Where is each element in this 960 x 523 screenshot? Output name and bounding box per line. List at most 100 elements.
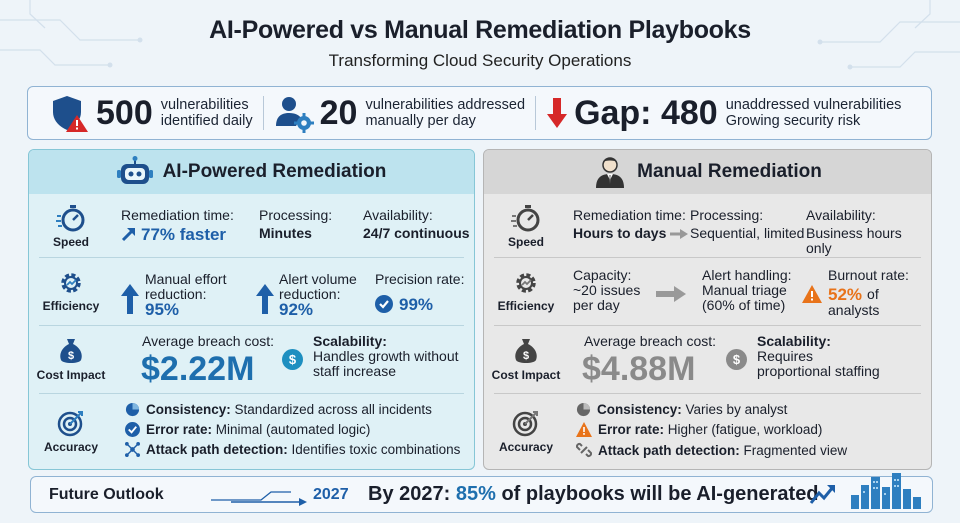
future-outlook-suffix: of playbooks will be AI-generated xyxy=(501,483,819,505)
row-divider xyxy=(39,257,464,258)
stat-desc-line1: vulnerabilities addressed xyxy=(365,97,526,113)
consistency-line: Consistency: Standardized across all inc… xyxy=(125,402,432,417)
stats-bar: 500 vulnerabilities identified daily 20 … xyxy=(27,86,932,140)
manual-effort-label-1: Manual effort xyxy=(145,271,227,287)
user-gear-icon xyxy=(275,97,314,133)
manual-effort-label-2: reduction: xyxy=(145,286,207,302)
burnout-of: of xyxy=(867,285,879,302)
manual-effort-cell: Manual effort reduction: 95% xyxy=(145,271,227,319)
capacity-line2: per day xyxy=(573,297,620,313)
manual-panel-header: Manual Remediation xyxy=(484,150,931,194)
breach-cost-value: $4.88M xyxy=(582,350,696,388)
timeline-arrow-icon xyxy=(211,491,307,506)
breach-cost-label: Average breach cost: xyxy=(142,333,275,349)
stopwatch-icon xyxy=(56,204,85,231)
scalability-line2: proportional staffing xyxy=(757,363,880,379)
ai-panel-title: AI-Powered Remediation xyxy=(162,161,387,182)
future-outlook-year: 2027 xyxy=(313,486,349,503)
attack-path-line: Attack path detection: Identifies toxic … xyxy=(125,442,460,457)
manual-remediation-panel: Manual Remediation Speed Remediation tim… xyxy=(483,149,932,470)
manual-speed-row: Speed Remediation time: Hours to days Pr… xyxy=(484,196,931,256)
stat-identified: 500 vulnerabilities identified daily xyxy=(50,87,253,139)
remediation-time-label: Remediation time: xyxy=(573,207,686,223)
consistency-line: Consistency: Varies by analyst xyxy=(576,402,787,417)
ai-remediation-panel: AI-Powered Remediation Speed Remediation… xyxy=(28,149,475,470)
efficiency-category: Efficiency xyxy=(484,258,568,324)
attack-path-value: Fragmented view xyxy=(743,442,848,458)
category-label: Speed xyxy=(507,234,544,249)
alert-volume-label-1: Alert volume xyxy=(279,271,357,287)
row-divider xyxy=(494,325,921,326)
category-label: Cost Impact xyxy=(491,367,561,382)
stat-desc-line2: manually per day xyxy=(365,113,476,129)
check-circle-icon xyxy=(125,422,140,437)
category-label: Efficiency xyxy=(42,298,100,313)
row-divider xyxy=(39,325,464,326)
alert-volume-value: 92% xyxy=(279,300,314,319)
category-label: Efficiency xyxy=(497,298,555,313)
arrow-down-icon xyxy=(547,98,568,128)
arrow-right-icon xyxy=(670,228,689,239)
capacity-cell: Capacity: ~20 issues per day xyxy=(573,268,640,313)
scalability-cell: Scalability: Requires proportional staff… xyxy=(757,334,880,379)
category-label: Accuracy xyxy=(43,439,99,454)
processing-cell: Processing: Sequential, limited xyxy=(690,208,804,241)
arrow-right-icon xyxy=(656,286,686,302)
stopwatch-icon xyxy=(511,204,540,231)
remediation-time-label: Remediation time: xyxy=(121,207,234,223)
precision-cell: Precision rate: 99% xyxy=(375,272,464,313)
capacity-label: Capacity: xyxy=(573,267,632,283)
scalability-label: Scalability: xyxy=(313,333,387,349)
breach-cost-label: Average breach cost: xyxy=(584,333,717,349)
alert-volume-cell: Alert volume reduction: 92% xyxy=(279,271,357,319)
future-outlook-text: By 2027: 85% of playbooks will be AI-gen… xyxy=(368,483,819,506)
processing-label: Processing: xyxy=(690,207,764,223)
attack-path-line: Attack path detection: Fragmented view xyxy=(576,442,847,458)
error-rate-value: Higher (fatigue, workload) xyxy=(667,422,823,437)
availability-value: Business hours only xyxy=(806,225,902,256)
stat-value: 500 xyxy=(96,93,153,132)
capacity-line1: ~20 issues xyxy=(573,282,641,298)
future-outlook-prefix: By 2027: xyxy=(368,483,451,505)
consistency-value: Varies by analyst xyxy=(685,402,788,417)
page-title: AI-Powered vs Manual Remediation Playboo… xyxy=(209,16,751,44)
future-outlook-highlight: 85% xyxy=(455,483,496,505)
availability-label: Availability: xyxy=(363,207,433,223)
consistency-value: Standardized across all incidents xyxy=(234,402,432,417)
target-icon xyxy=(57,410,83,436)
stat-value: 20 xyxy=(319,93,358,132)
trend-up-icon xyxy=(809,485,835,504)
stat-gap: Gap: 480 unaddressed vulnerabilities Gro… xyxy=(546,87,901,139)
alert-volume-label-2: reduction: xyxy=(279,286,341,302)
cost-category: $ Cost Impact xyxy=(484,326,568,392)
attack-path-label: Attack path detection: xyxy=(146,442,288,457)
alert-handling-line1: Manual triage xyxy=(702,282,787,298)
divider xyxy=(535,96,537,130)
error-rate-line: Error rate: Minimal (automated logic) xyxy=(125,422,370,437)
category-label: Accuracy xyxy=(498,439,554,454)
city-skyline-icon xyxy=(851,473,921,509)
target-icon xyxy=(512,410,538,436)
page-subtitle: Transforming Cloud Security Operations xyxy=(328,51,632,70)
ai-speed-row: Speed Remediation time: 77% faster Proce… xyxy=(29,196,474,256)
businessman-icon xyxy=(596,157,625,188)
ai-panel-header: AI-Powered Remediation xyxy=(29,150,474,194)
efficiency-category: Efficiency xyxy=(29,258,113,324)
warning-triangle-icon xyxy=(576,422,592,437)
money-bag-icon: $ xyxy=(515,338,537,363)
row-divider xyxy=(494,393,921,394)
error-rate-value: Minimal (automated logic) xyxy=(215,422,371,437)
row-divider xyxy=(39,393,464,394)
gear-icon xyxy=(516,272,536,293)
dollar-coin-icon: $ xyxy=(726,349,747,370)
ai-cost-row: $ Cost Impact Average breach cost: $2.22… xyxy=(29,326,474,392)
broken-link-icon xyxy=(576,442,592,458)
stat-desc-line2: identified daily xyxy=(160,113,253,129)
error-rate-line: Error rate: Higher (fatigue, workload) xyxy=(576,422,822,437)
alert-handling-cell: Alert handling: Manual triage (60% of ti… xyxy=(702,268,792,313)
remediation-time-value: Hours to days xyxy=(573,225,667,241)
remediation-time-value: 77% faster xyxy=(141,224,227,244)
gear-icon xyxy=(61,272,81,293)
burnout-cell: Burnout rate: 52% of analysts xyxy=(802,268,909,318)
warning-triangle-icon xyxy=(802,285,822,303)
